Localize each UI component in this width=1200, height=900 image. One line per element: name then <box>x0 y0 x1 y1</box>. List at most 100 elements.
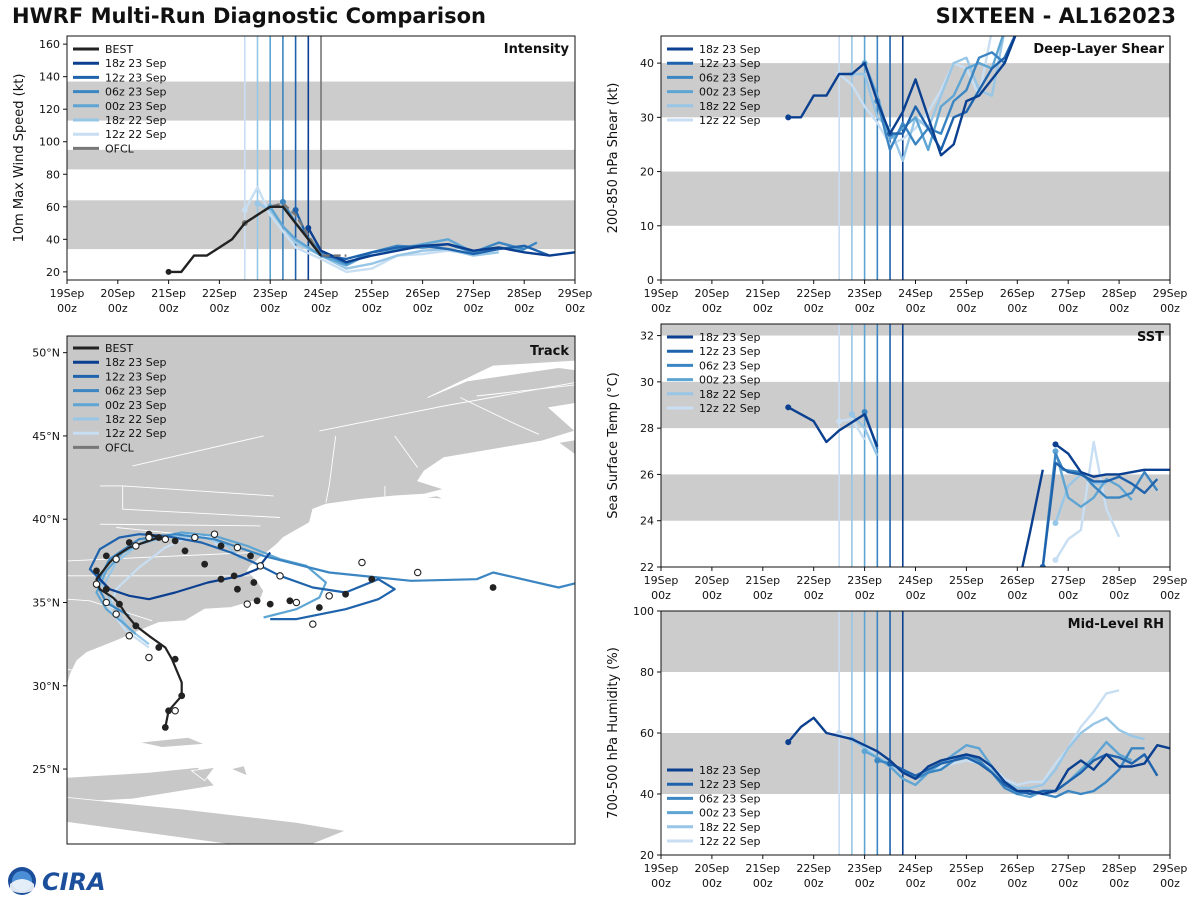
rh-ylabel: 700-500 hPa Humidity (%) <box>606 647 621 819</box>
track-marker-open <box>325 592 333 600</box>
intensity-legend-label-0: BEST <box>105 43 133 56</box>
rh-ytick-label-3: 80 <box>640 666 654 679</box>
shear-series-start-0 <box>785 114 792 121</box>
sst-ytick-label-5: 32 <box>640 330 654 343</box>
shear-xtick-label-9: 28Sep 00z <box>1102 287 1137 315</box>
sst-xtick-label-line: 00z <box>804 589 824 602</box>
intensity-xtick-label-8: 27Sep 00z <box>456 287 491 315</box>
track-legend-label-2: 12z 23 Sep <box>105 370 167 383</box>
cira-logo: CIRA <box>8 867 106 896</box>
border-line-14 <box>319 382 575 432</box>
intensity-xtick-label-line: 22Sep <box>202 287 237 300</box>
track-marker-filled <box>102 552 110 560</box>
track-marker-open <box>276 572 284 580</box>
storm-title: SIXTEEN - AL162023 <box>935 4 1176 28</box>
track-marker-filled <box>489 584 497 591</box>
sst-series-start-8 <box>1052 520 1059 527</box>
rh-xtick-label-line: 00z <box>753 877 773 890</box>
rh-title: Mid-Level RH <box>1068 617 1164 632</box>
rh-ytick-label-2: 60 <box>640 727 654 740</box>
shear-xtick-label-line: 00z <box>855 302 875 315</box>
intensity-series-0 <box>168 205 322 274</box>
track-series-1 <box>95 551 272 601</box>
sst-ytick-label-3: 28 <box>640 422 654 435</box>
track-marker-filled <box>161 724 169 731</box>
intensity-xtick-label-7: 26Sep 00z <box>405 287 440 315</box>
sst-legend-label-0: 18z 23 Sep <box>699 331 761 344</box>
shear-band-0 <box>661 171 1170 226</box>
rh-xtick-label-line: 00z <box>1160 877 1180 890</box>
sst-band-1 <box>661 381 1170 429</box>
intensity-xtick-label-line: 29Sep <box>558 287 593 300</box>
rh-xtick-label-line: 00z <box>1109 877 1129 890</box>
sst-ytick-label-2: 26 <box>640 468 654 481</box>
intensity-series-start-0 <box>165 268 172 275</box>
rh-xtick-label-5: 24Sep 00z <box>898 862 933 890</box>
track-marker-filled <box>201 560 209 568</box>
track-lat-label-2: 35°N <box>32 596 60 609</box>
rh-series-start-0 <box>785 739 792 746</box>
shear-xtick-label-line: 23Sep <box>847 287 882 300</box>
sst-legend-label-5: 12z 22 Sep <box>699 402 761 415</box>
shear-xtick-label-line: 25Sep <box>949 287 984 300</box>
shear-xtick-label-5: 24Sep 00z <box>898 287 933 315</box>
track-marker-open <box>210 530 219 538</box>
track-marker-open <box>233 543 242 552</box>
intensity-xtick-label-line: 27Sep <box>456 287 491 300</box>
track-marker-filled <box>181 547 189 555</box>
track-marker-filled <box>266 600 274 608</box>
track-lat-label-5: 50°N <box>32 347 60 360</box>
sst-xtick-label-line: 00z <box>1109 589 1129 602</box>
sst-xtick-label-5: 24Sep 00z <box>898 574 933 602</box>
track-marker-open <box>358 558 366 567</box>
shear-xtick-label-line: 00z <box>1109 302 1129 315</box>
rh-xtick-label-line: 25Sep <box>949 862 984 875</box>
intensity-ylabel: 10m Max Wind Speed (kt) <box>12 74 27 243</box>
sst-xtick-label-line: 25Sep <box>949 574 984 587</box>
track-marker-filled <box>253 597 261 605</box>
shear-xtick-label-2: 21Sep 00z <box>745 287 780 315</box>
shear-legend-label-3: 00z 23 Sep <box>699 86 761 99</box>
shear-xtick-label-line: 22Sep <box>796 287 831 300</box>
intensity-series-7 <box>243 186 474 274</box>
track-marker-filled <box>155 644 163 651</box>
sst-series-start-7 <box>848 411 855 418</box>
sst-plot-area <box>661 324 1170 567</box>
intensity-xtick-label-line: 00z <box>159 302 179 315</box>
track-legend-label-1: 18z 23 Sep <box>105 356 167 369</box>
shear-xtick-label-line: 00z <box>753 302 773 315</box>
land-mass-7 <box>67 796 348 844</box>
track-legend-label-5: 18z 22 Sep <box>105 413 167 426</box>
rh-legend-label-4: 18z 22 Sep <box>699 821 761 834</box>
land-mass-1 <box>557 439 575 456</box>
intensity-xtick-label-10: 29Sep 00z <box>558 287 593 315</box>
rh-xtick-label-3: 22Sep 00z <box>796 862 831 890</box>
intensity-ytick-label-2: 60 <box>46 201 60 214</box>
rh-xtick-label-line: 19Sep <box>644 862 679 875</box>
rh-xtick-label-line: 29Sep <box>1153 862 1188 875</box>
track-legend-label-3: 06z 23 Sep <box>105 385 167 398</box>
sst-series-6 <box>1054 450 1133 508</box>
shear-xtick-label-line: 00z <box>651 302 671 315</box>
rh-series-0 <box>787 716 1170 796</box>
rh-xtick-label-line: 21Sep <box>745 862 780 875</box>
border-line-9 <box>99 485 281 518</box>
shear-xtick-label-line: 19Sep <box>644 287 679 300</box>
sst-series-1 <box>1054 443 1170 478</box>
track-lat-label-3: 40°N <box>32 513 60 526</box>
track-lat-label-4: 45°N <box>32 430 60 443</box>
intensity-legend-label-7: OFCL <box>105 142 135 155</box>
sst-xtick-label-line: 00z <box>702 589 722 602</box>
intensity-xtick-label-line: 00z <box>57 302 77 315</box>
shear-xtick-label-line: 28Sep <box>1102 287 1137 300</box>
sst-xtick-label-line: 29Sep <box>1153 574 1188 587</box>
rh-ytick-label-4: 100 <box>633 605 654 618</box>
sst-xtick-label-0: 19Sep 00z <box>644 574 679 602</box>
intensity-xtick-label-line: 00z <box>210 302 230 315</box>
shear-xtick-label-line: 27Sep <box>1051 287 1086 300</box>
sst-xtick-label-line: 20Sep <box>695 574 730 587</box>
rh-band-1 <box>661 611 1170 672</box>
shear-xtick-label-line: 26Sep <box>1000 287 1035 300</box>
